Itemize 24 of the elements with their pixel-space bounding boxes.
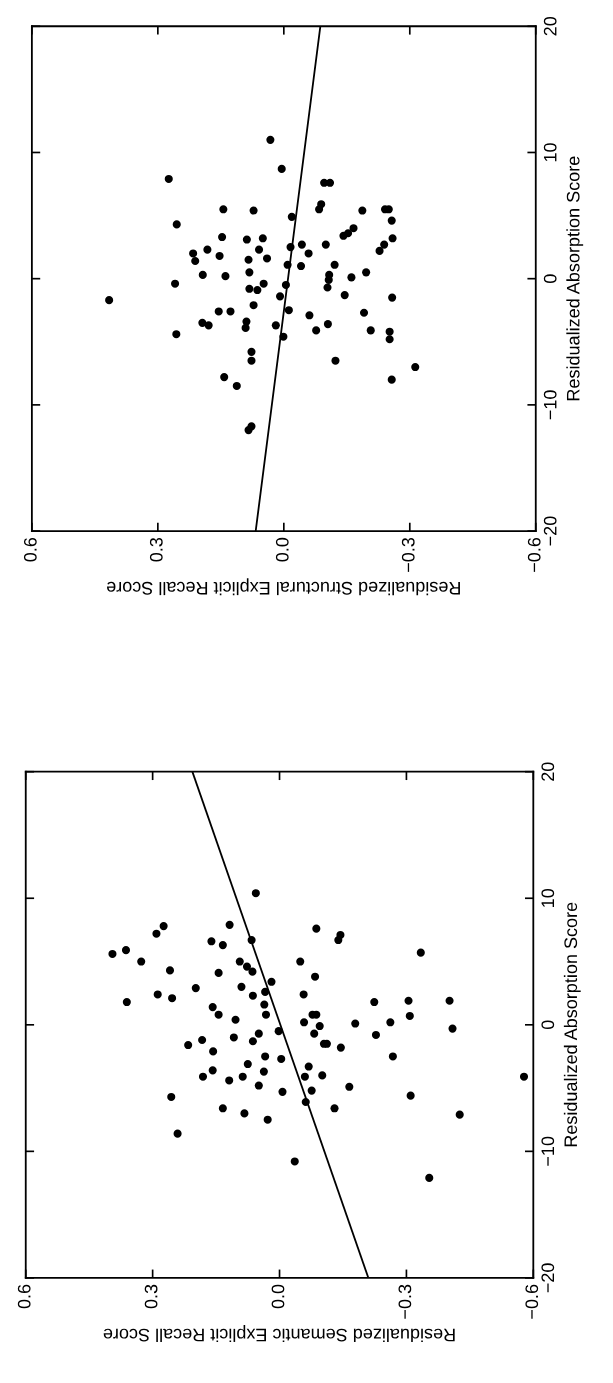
- y-tick-label: 0: [541, 1020, 555, 1030]
- y-tick-label: −10: [543, 390, 557, 420]
- y-tick-label: 10: [543, 143, 557, 162]
- y-tick-label: −20: [541, 1263, 555, 1293]
- x-tick-label: −0.3: [401, 537, 415, 572]
- x-tick-label: 0.6: [17, 1284, 31, 1309]
- x-axis-title: Residualized Structural Explicit Recall Score: [106, 578, 460, 596]
- y-tick-label: −10: [541, 1136, 555, 1166]
- y-tick-label: 10: [541, 888, 555, 907]
- y-tick-label: 0: [543, 274, 557, 283]
- y-axis-title: Residualized Absorption Score: [563, 902, 581, 1147]
- x-tick-label: 0.3: [144, 1284, 158, 1309]
- x-tick-label: −0.3: [398, 1284, 412, 1319]
- x-tick-label: −0.6: [527, 537, 541, 572]
- x-tick-label: 0.0: [271, 1284, 285, 1309]
- y-tick-label: 20: [541, 762, 555, 781]
- x-tick-label: 0.3: [149, 537, 163, 562]
- x-tick-label: −0.6: [525, 1284, 539, 1319]
- y-tick-label: 20: [543, 16, 557, 36]
- y-axis-title: Residualized Absorption Score: [566, 156, 584, 401]
- x-tick-label: 0.6: [23, 537, 37, 562]
- x-tick-label: 0.0: [275, 537, 289, 562]
- y-tick-label: −20: [543, 516, 557, 546]
- x-axis-title: Residualized Semantic Explicit Recall Score: [103, 1325, 455, 1342]
